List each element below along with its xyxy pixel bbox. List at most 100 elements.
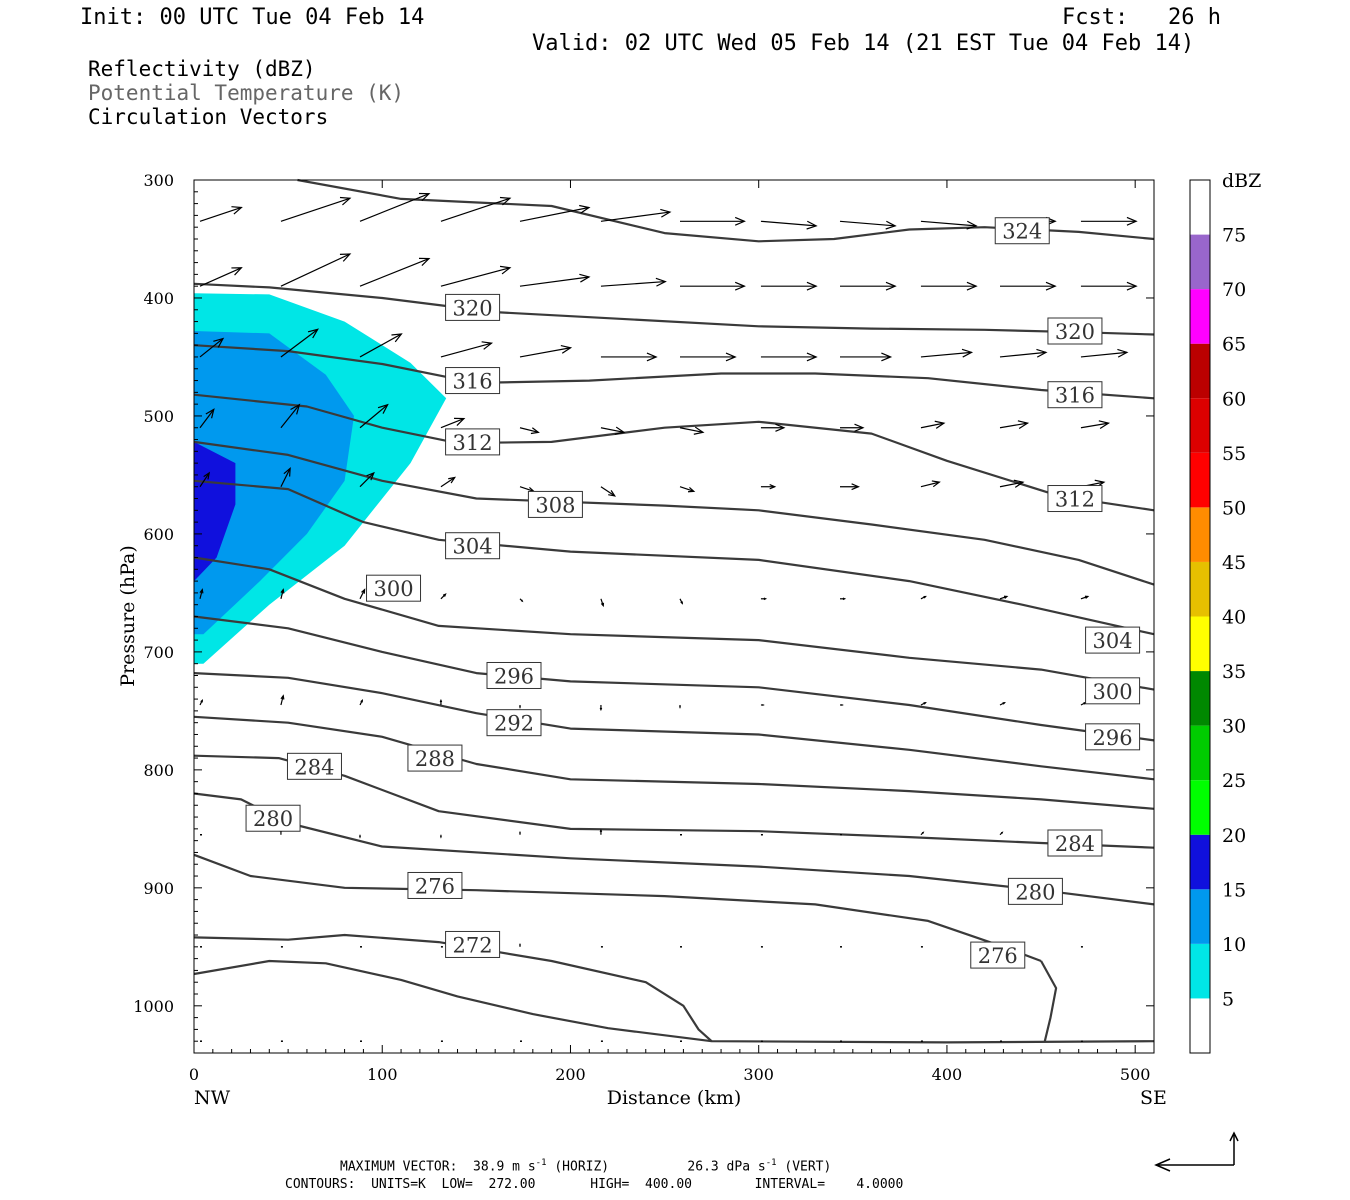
y-tick-label: 900	[143, 879, 174, 898]
contour-label: 304	[1085, 626, 1141, 654]
contour-label: 284	[1047, 829, 1103, 857]
circulation-vector	[199, 408, 215, 429]
theta-contour-288	[193, 715, 1155, 810]
contour-label: 312	[1047, 485, 1103, 513]
valid-time: Valid: 02 UTC Wed 05 Feb 14 (21 EST Tue …	[532, 31, 1195, 56]
contour-label-box	[407, 744, 463, 772]
contour-label-box	[1085, 723, 1141, 751]
circulation-vector	[280, 403, 301, 429]
contour-label-box	[445, 428, 501, 456]
contour-label: 292	[486, 709, 542, 737]
contour-label: 316	[1047, 381, 1103, 409]
contour-label-box	[445, 930, 501, 958]
circulation-vector	[600, 208, 672, 222]
circulation-vector	[519, 344, 573, 358]
circulation-vector	[199, 699, 203, 706]
contour-label-text: 320	[453, 296, 493, 320]
circulation-vector	[679, 598, 683, 605]
circulation-vector	[679, 486, 696, 493]
theta-contour-272	[193, 959, 1155, 1044]
theta-contour-312	[193, 393, 1155, 512]
contour-label-box	[486, 709, 542, 737]
circulation-vector	[440, 265, 512, 287]
colorbar-tick-label: 25	[1222, 770, 1246, 792]
circulation-vector	[519, 830, 521, 835]
contour-label-text: 312	[453, 431, 493, 455]
colorbar-tick-label: 5	[1222, 988, 1234, 1010]
circulation-vector	[439, 698, 443, 705]
circulation-vector	[440, 834, 442, 839]
contour-label: 280	[1007, 877, 1063, 905]
colorbar-tick-label: 45	[1222, 552, 1246, 574]
circulation-vector	[840, 423, 865, 432]
circulation-vector	[840, 597, 847, 601]
circulation-vector	[199, 206, 243, 222]
circulation-vector	[519, 427, 540, 435]
colorbar-segment-35	[1190, 616, 1210, 672]
theta-contour-300	[193, 556, 1155, 691]
contour-label-text: 316	[453, 370, 493, 394]
contour-label: 308	[527, 490, 583, 518]
contour-label-text: 312	[1055, 488, 1095, 512]
contour-label-text: 292	[494, 712, 534, 736]
circulation-vector	[920, 480, 941, 488]
theta-contour-276	[193, 853, 1042, 963]
colorbar-segment-65	[1190, 289, 1210, 344]
circulation-vectors	[199, 192, 1138, 1042]
circulation-vector	[440, 341, 494, 358]
legend-circulation-vectors: Circulation Vectors	[88, 105, 329, 129]
circulation-vector	[519, 273, 591, 287]
contour-label-text: 308	[535, 493, 575, 517]
contour-label: 320	[1047, 317, 1103, 345]
contour-label-box	[994, 217, 1050, 245]
y-tick-label: 400	[143, 289, 174, 308]
x-left-direction: NW	[194, 1087, 231, 1109]
contour-label-text: 304	[453, 535, 493, 559]
circulation-vector	[199, 588, 204, 599]
colorbar-tick-label: 10	[1222, 934, 1246, 956]
colorbar-below-5	[1190, 998, 1210, 1053]
colorbar-segment-15	[1190, 834, 1210, 890]
theta-contour-276	[1040, 960, 1058, 1042]
colorbar-segment-55	[1190, 398, 1210, 453]
circulation-vector	[199, 471, 211, 488]
circulation-vector	[999, 595, 1009, 600]
circulation-vector	[839, 220, 897, 230]
circulation-vector	[600, 352, 658, 362]
colorbar-tick-label: 60	[1222, 388, 1246, 410]
contour-label: 288	[407, 744, 463, 772]
x-tick-label: 100	[367, 1065, 398, 1084]
circulation-vector	[359, 192, 431, 222]
colorbar-segment-30	[1190, 671, 1210, 726]
theta-contour-308	[193, 440, 1155, 586]
circulation-vector	[920, 220, 978, 230]
circulation-vector	[359, 257, 431, 287]
circulation-vector	[680, 216, 746, 226]
theta-contour-304	[193, 479, 1155, 636]
contour-label: 300	[1085, 677, 1141, 705]
circulation-vector	[760, 423, 786, 432]
colorbar-frame	[1189, 179, 1211, 1054]
circulation-vector	[760, 352, 818, 362]
colorbar-tick-label: 50	[1222, 497, 1246, 519]
circulation-vector	[1080, 216, 1138, 226]
contour-label-box	[1047, 829, 1103, 857]
y-tick-label: 600	[143, 525, 174, 544]
x-tick-label: 200	[555, 1065, 586, 1084]
circulation-vector	[840, 352, 893, 362]
colorbar-segment-40	[1190, 561, 1210, 617]
circulation-vector	[760, 220, 818, 230]
circulation-vector	[359, 588, 366, 600]
reflectivity-layer	[194, 293, 447, 664]
circulation-vector	[760, 704, 765, 706]
contour-label-text: 280	[253, 807, 293, 831]
circulation-vector	[280, 328, 319, 358]
x-tick-label: 0	[189, 1065, 199, 1084]
circulation-vector	[1080, 701, 1087, 706]
circulation-vector	[519, 704, 521, 709]
circulation-vector	[359, 403, 389, 429]
circulation-vector	[920, 348, 974, 358]
circulation-vector	[440, 196, 512, 222]
circulation-vector	[280, 466, 291, 487]
